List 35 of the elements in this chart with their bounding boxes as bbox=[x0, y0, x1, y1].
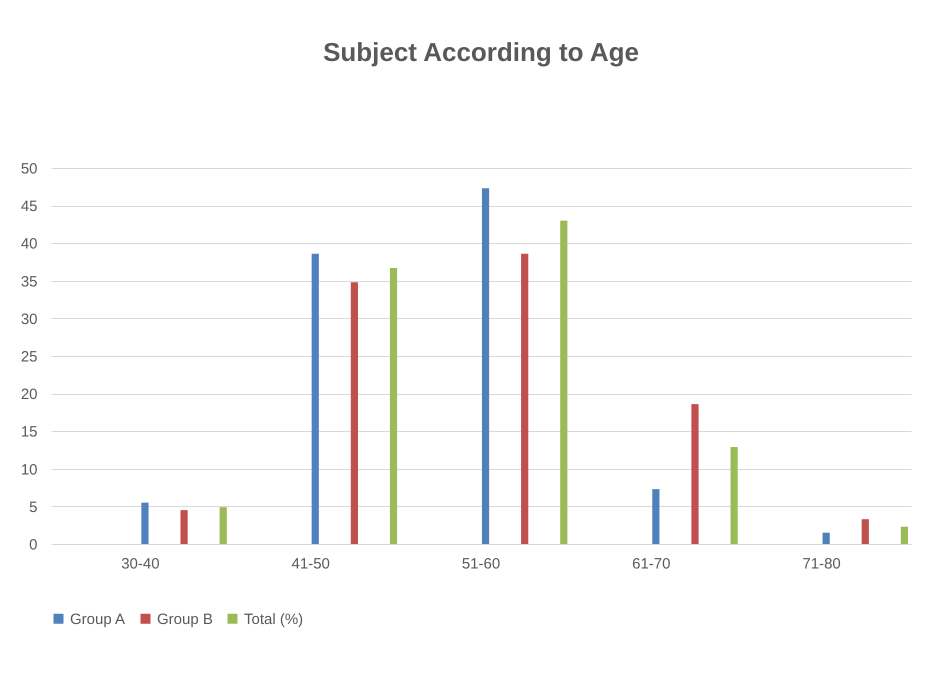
bar bbox=[390, 268, 398, 544]
bar bbox=[220, 507, 227, 544]
y-tick-label: 15 bbox=[20, 424, 38, 441]
bar bbox=[900, 526, 908, 544]
bar bbox=[560, 220, 568, 544]
legend-label: Group A bbox=[70, 610, 126, 628]
bar bbox=[312, 254, 319, 544]
y-tick-label: 10 bbox=[20, 461, 38, 478]
bar bbox=[482, 188, 490, 544]
legend-label: Group B bbox=[157, 610, 213, 628]
x-tick-label: 61-70 bbox=[632, 556, 670, 572]
bar bbox=[521, 254, 528, 544]
x-tick-label: 41-50 bbox=[292, 556, 330, 572]
y-tick-label: 40 bbox=[20, 236, 38, 253]
bar bbox=[180, 510, 188, 544]
bar bbox=[822, 532, 830, 544]
y-tick-label: 0 bbox=[29, 536, 38, 554]
y-tick-label: 45 bbox=[20, 198, 38, 216]
legend-label: Total (%) bbox=[244, 610, 304, 628]
y-tick-label: 20 bbox=[20, 386, 38, 404]
y-tick-label: 50 bbox=[20, 160, 38, 178]
bar bbox=[691, 404, 699, 544]
y-tick-label: 30 bbox=[20, 310, 38, 328]
y-tick-label: 5 bbox=[29, 498, 38, 516]
chart-title: Subject According to Age bbox=[323, 37, 639, 67]
bar bbox=[862, 519, 869, 544]
x-tick-label: 30-40 bbox=[121, 556, 160, 572]
bar bbox=[350, 282, 358, 544]
y-tick-label: 35 bbox=[20, 273, 38, 290]
y-tick-label: 25 bbox=[20, 348, 38, 366]
x-tick-label: 51-60 bbox=[462, 556, 500, 572]
bar bbox=[141, 502, 149, 544]
bar bbox=[652, 489, 660, 544]
bar bbox=[730, 446, 738, 544]
x-tick-label: 71-80 bbox=[802, 556, 841, 572]
